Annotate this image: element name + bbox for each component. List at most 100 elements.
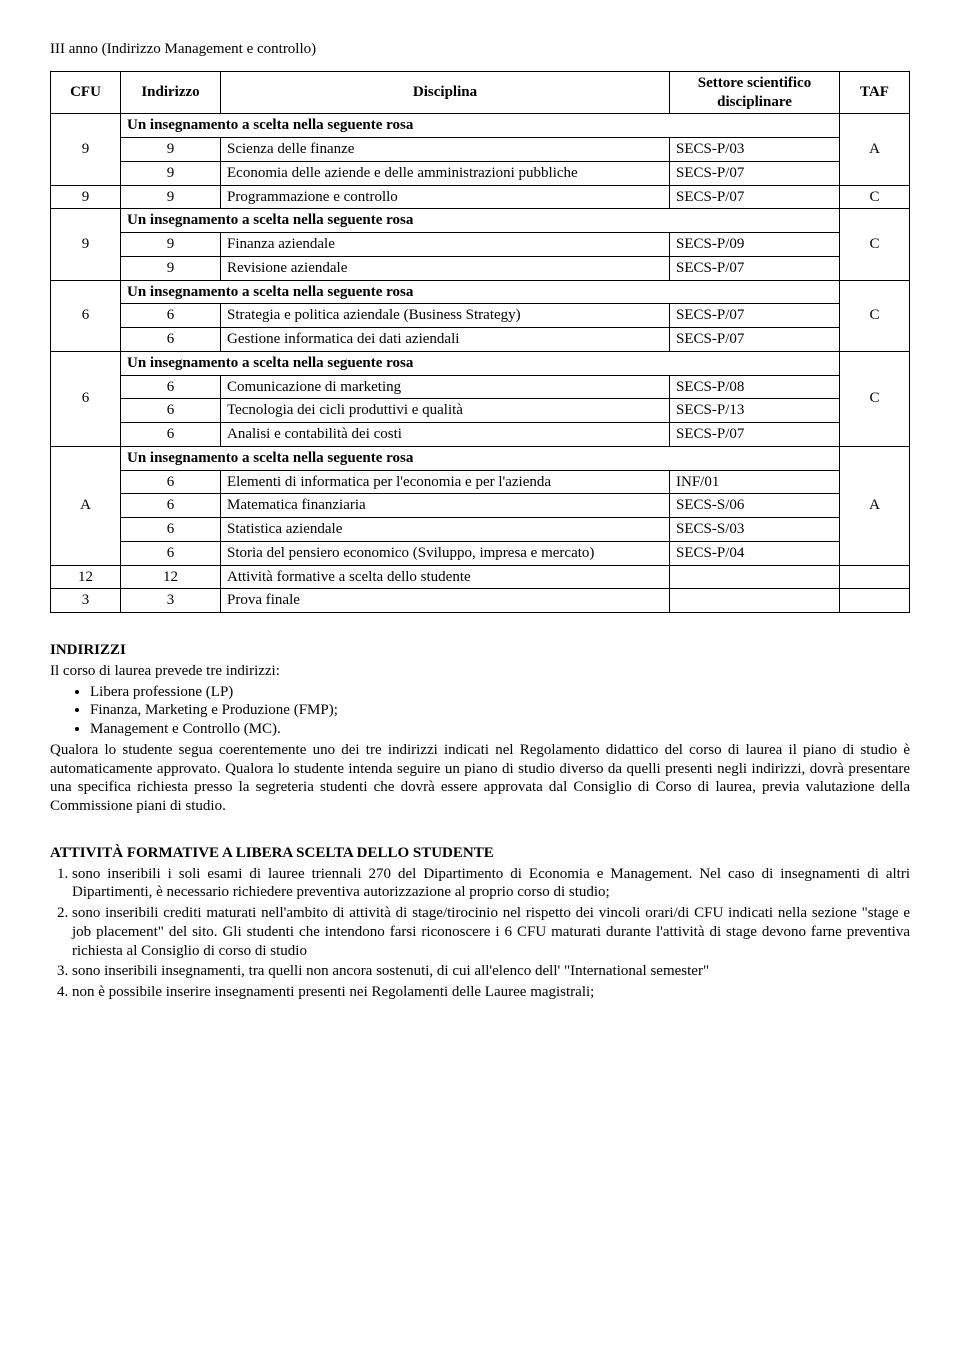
cell-ind: 6 <box>121 494 221 518</box>
curriculum-table: CFU Indirizzo Disciplina Settore scienti… <box>50 71 910 613</box>
cell-sett: SECS-P/03 <box>670 138 840 162</box>
cell-disc: Matematica finanziaria <box>221 494 670 518</box>
cell-taf: C <box>840 351 910 446</box>
table-row: 6 Un insegnamento a scelta nella seguent… <box>51 351 910 375</box>
cell-cfu: A <box>51 446 121 565</box>
cell-taf: C <box>840 280 910 351</box>
cell-disc: Scienza delle finanze <box>221 138 670 162</box>
header-cfu: CFU <box>51 71 121 114</box>
cell-ind: 3 <box>121 589 221 613</box>
table-row: 6 Elementi di informatica per l'economia… <box>51 470 910 494</box>
cell-taf <box>840 565 910 589</box>
cell-disc: Storia del pensiero economico (Sviluppo,… <box>221 541 670 565</box>
table-row: 9 Un insegnamento a scelta nella seguent… <box>51 209 910 233</box>
cell-ind: 9 <box>121 138 221 162</box>
cell-sett: SECS-S/06 <box>670 494 840 518</box>
cell-ind: 9 <box>121 161 221 185</box>
cell-disc: Tecnologia dei cicli produttivi e qualit… <box>221 399 670 423</box>
cell-sett: SECS-P/07 <box>670 256 840 280</box>
cell-taf: C <box>840 185 910 209</box>
cell-taf: C <box>840 209 910 280</box>
cell-ind: 6 <box>121 423 221 447</box>
cell-taf: A <box>840 446 910 565</box>
header-indirizzo: Indirizzo <box>121 71 221 114</box>
cell-ind: 12 <box>121 565 221 589</box>
cell-disc: Analisi e contabilità dei costi <box>221 423 670 447</box>
list-item: sono inseribili crediti maturati nell'am… <box>72 904 910 960</box>
cell-sett: SECS-P/13 <box>670 399 840 423</box>
header-settore: Settore scientifico disciplinare <box>670 71 840 114</box>
scelta-header: Un insegnamento a scelta nella seguente … <box>121 280 840 304</box>
table-row: A Un insegnamento a scelta nella seguent… <box>51 446 910 470</box>
cell-ind: 6 <box>121 518 221 542</box>
list-item: non è possibile inserire insegnamenti pr… <box>72 983 910 1002</box>
table-row: 6 Tecnologia dei cicli produttivi e qual… <box>51 399 910 423</box>
table-row: 9 Un insegnamento a scelta nella seguent… <box>51 114 910 138</box>
table-row: 3 3 Prova finale <box>51 589 910 613</box>
scelta-header: Un insegnamento a scelta nella seguente … <box>121 446 840 470</box>
table-row: 9 Finanza aziendale SECS-P/09 <box>51 233 910 257</box>
table-row: 6 Strategia e politica aziendale (Busine… <box>51 304 910 328</box>
cell-taf <box>840 589 910 613</box>
cell-sett: SECS-P/07 <box>670 161 840 185</box>
cell-disc: Gestione informatica dei dati aziendali <box>221 328 670 352</box>
cell-sett <box>670 565 840 589</box>
cell-taf: A <box>840 114 910 185</box>
cell-ind: 6 <box>121 375 221 399</box>
cell-disc: Statistica aziendale <box>221 518 670 542</box>
scelta-header: Un insegnamento a scelta nella seguente … <box>121 114 840 138</box>
table-row: 6 Gestione informatica dei dati aziendal… <box>51 328 910 352</box>
indirizzi-paragraph: Qualora lo studente segua coerentemente … <box>50 741 910 816</box>
table-row: 9 Scienza delle finanze SECS-P/03 <box>51 138 910 162</box>
table-row: 9 Revisione aziendale SECS-P/07 <box>51 256 910 280</box>
cell-sett: SECS-P/09 <box>670 233 840 257</box>
cell-ind: 6 <box>121 328 221 352</box>
cell-sett: SECS-P/07 <box>670 423 840 447</box>
list-item: Libera professione (LP) <box>90 683 910 702</box>
cell-sett: SECS-S/03 <box>670 518 840 542</box>
cell-disc: Elementi di informatica per l'economia e… <box>221 470 670 494</box>
header-taf: TAF <box>840 71 910 114</box>
cell-cfu: 9 <box>51 114 121 185</box>
cell-sett: INF/01 <box>670 470 840 494</box>
cell-cfu: 9 <box>51 185 121 209</box>
cell-disc: Strategia e politica aziendale (Business… <box>221 304 670 328</box>
cell-disc: Revisione aziendale <box>221 256 670 280</box>
header-disciplina: Disciplina <box>221 71 670 114</box>
table-row: 6 Storia del pensiero economico (Svilupp… <box>51 541 910 565</box>
cell-ind: 9 <box>121 233 221 257</box>
cell-ind: 6 <box>121 304 221 328</box>
cell-cfu: 6 <box>51 351 121 446</box>
cell-ind: 6 <box>121 541 221 565</box>
table-row: 9 Economia delle aziende e delle amminis… <box>51 161 910 185</box>
table-row: 6 Statistica aziendale SECS-S/03 <box>51 518 910 542</box>
indirizzi-list: Libera professione (LP) Finanza, Marketi… <box>50 683 910 739</box>
attivita-section: ATTIVITÀ FORMATIVE A LIBERA SCELTA DELLO… <box>50 844 910 1002</box>
cell-disc: Attività formative a scelta dello studen… <box>221 565 670 589</box>
table-row: 6 Analisi e contabilità dei costi SECS-P… <box>51 423 910 447</box>
cell-ind: 9 <box>121 256 221 280</box>
cell-ind: 6 <box>121 470 221 494</box>
table-row: 9 9 Programmazione e controllo SECS-P/07… <box>51 185 910 209</box>
table-row: 6 Un insegnamento a scelta nella seguent… <box>51 280 910 304</box>
cell-disc: Economia delle aziende e delle amministr… <box>221 161 670 185</box>
indirizzi-heading: INDIRIZZI <box>50 641 910 660</box>
attivita-list: sono inseribili i soli esami di lauree t… <box>50 865 910 1002</box>
cell-ind: 6 <box>121 399 221 423</box>
list-item: sono inseribili insegnamenti, tra quelli… <box>72 962 910 981</box>
indirizzi-intro: Il corso di laurea prevede tre indirizzi… <box>50 662 910 681</box>
cell-sett: SECS-P/07 <box>670 328 840 352</box>
table-row: 6 Comunicazione di marketing SECS-P/08 <box>51 375 910 399</box>
table-header-row: CFU Indirizzo Disciplina Settore scienti… <box>51 71 910 114</box>
scelta-header: Un insegnamento a scelta nella seguente … <box>121 209 840 233</box>
cell-disc: Prova finale <box>221 589 670 613</box>
cell-sett <box>670 589 840 613</box>
cell-sett: SECS-P/07 <box>670 185 840 209</box>
table-row: 6 Matematica finanziaria SECS-S/06 <box>51 494 910 518</box>
indirizzi-section: INDIRIZZI Il corso di laurea prevede tre… <box>50 641 910 816</box>
cell-disc: Comunicazione di marketing <box>221 375 670 399</box>
cell-cfu: 6 <box>51 280 121 351</box>
cell-cfu: 12 <box>51 565 121 589</box>
list-item: sono inseribili i soli esami di lauree t… <box>72 865 910 903</box>
attivita-heading: ATTIVITÀ FORMATIVE A LIBERA SCELTA DELLO… <box>50 844 910 863</box>
